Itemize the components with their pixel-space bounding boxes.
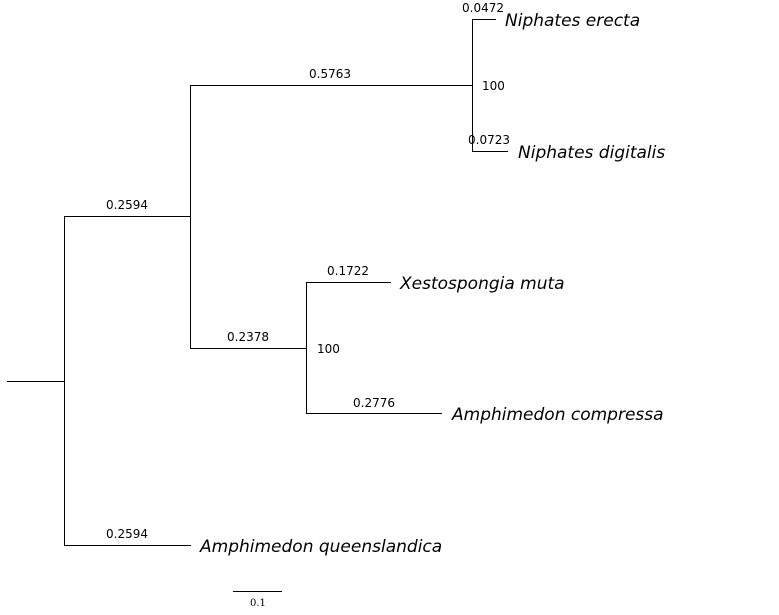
scale-bar-label: 0.1 xyxy=(250,598,266,609)
branch-length-niphates-clade: 0.5763 xyxy=(309,67,351,81)
taxon-niphates-digitalis: Niphates digitalis xyxy=(518,143,665,163)
taxon-niphates-erecta: Niphates erecta xyxy=(505,11,640,31)
branch-length-ingroup: 0.2594 xyxy=(106,198,148,212)
taxon-amphimedon-queenslandica: Amphimedon queenslandica xyxy=(199,537,442,557)
taxon-xestospongia-muta: Xestospongia muta xyxy=(399,274,565,294)
branch-length-amphimedon-queenslandica: 0.2594 xyxy=(106,527,148,541)
branch-length-niphates-erecta: 0.0472 xyxy=(462,1,504,15)
branch-length-amphimedon-compressa: 0.2776 xyxy=(353,396,395,410)
branch-length-xesto-amphi-clade: 0.2378 xyxy=(227,330,269,344)
bootstrap-niphates-clade: 100 xyxy=(482,79,505,93)
branch-length-xestospongia-muta: 0.1722 xyxy=(327,264,369,278)
taxon-amphimedon-compressa: Amphimedon compressa xyxy=(451,405,664,425)
bootstrap-xesto-amphi-clade: 100 xyxy=(317,342,340,356)
branch-length-niphates-digitalis: 0.0723 xyxy=(468,133,510,147)
